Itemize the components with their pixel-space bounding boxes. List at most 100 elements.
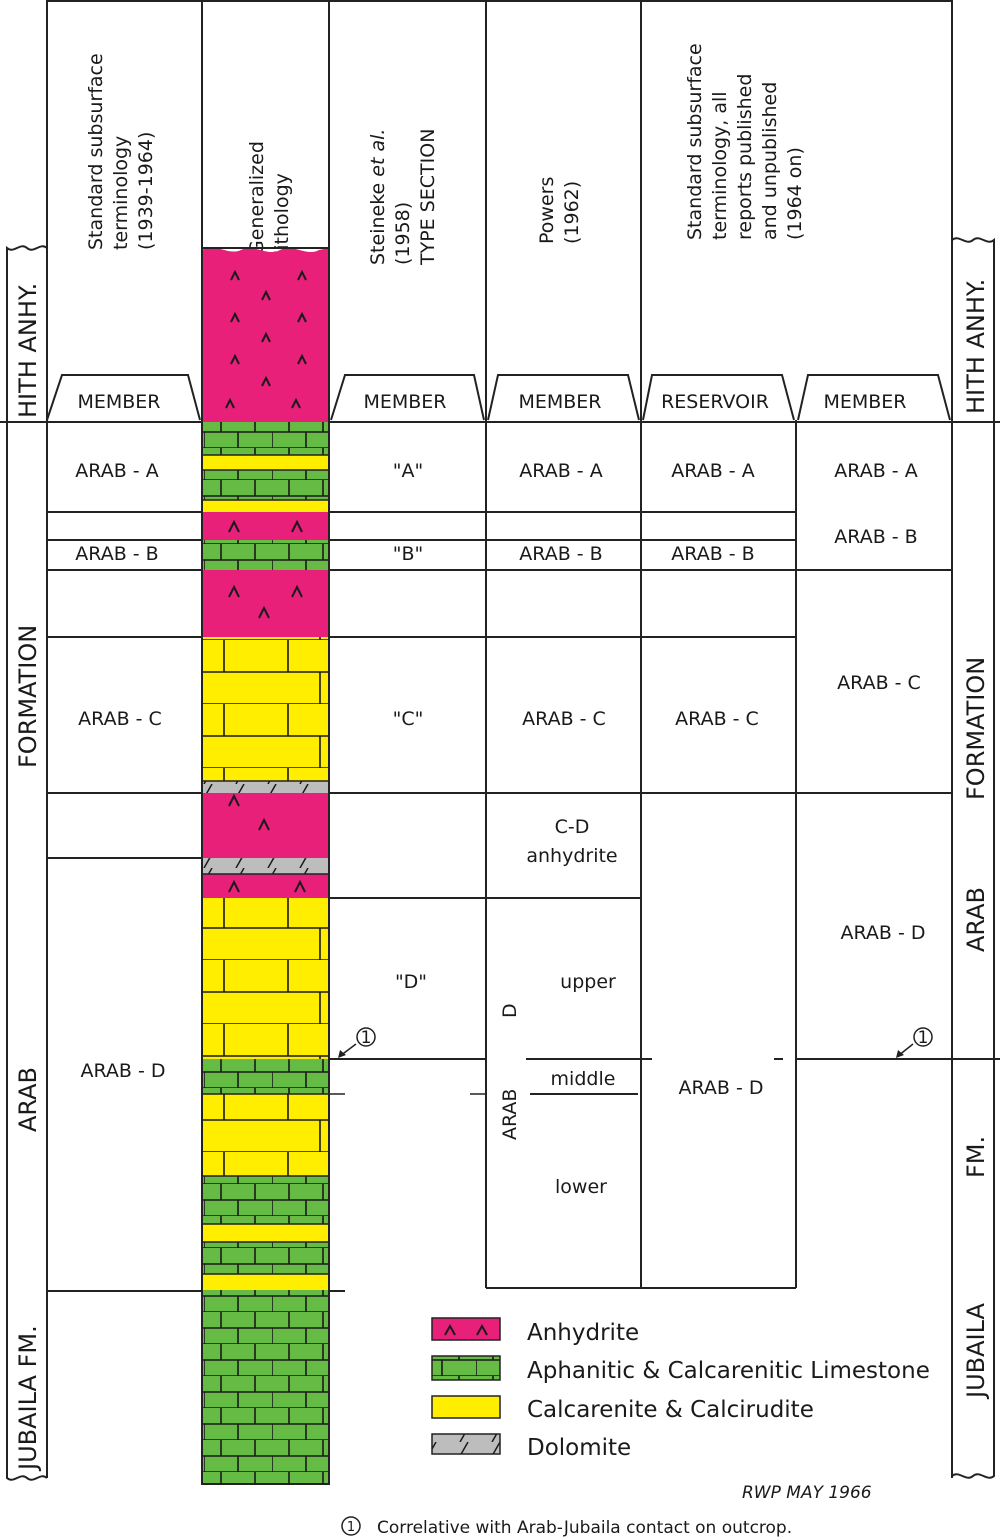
- c4-cd-line2: anhydrite: [526, 845, 617, 867]
- left-formation-label: FORMATION: [14, 625, 42, 768]
- header-col2-line1: Generalized: [246, 141, 268, 255]
- footnote-number: 1: [347, 1520, 355, 1535]
- legend-dolomite-label: Dolomite: [527, 1435, 631, 1461]
- c4-lower: lower: [555, 1176, 607, 1198]
- header-col1-line1: Standard subsurface: [85, 53, 107, 250]
- footnote: 1 Correlative with Arab-Jubaila contact …: [341, 1516, 792, 1538]
- right-fm-label: FM.: [962, 1136, 990, 1178]
- header-col2-line2: lithology: [271, 173, 293, 255]
- header-col3-line3: TYPE SECTION: [417, 129, 439, 266]
- side-bars: [6, 237, 995, 1481]
- header-col5-line4: and unpublished: [759, 82, 781, 240]
- c4-middle: middle: [551, 1068, 616, 1090]
- tab-col3: MEMBER: [363, 391, 446, 413]
- calcarenite-c: [202, 637, 329, 781]
- header-col4-line2: (1962): [561, 181, 583, 244]
- c5-arab-d: ARAB - D: [678, 1077, 763, 1099]
- left-hith-label: HITH ANHY.: [14, 283, 42, 418]
- c4-arab-c: ARAB - C: [522, 708, 606, 730]
- c6-arab-c: ARAB - C: [837, 672, 921, 694]
- header-col1: Standard subsurface terminology (1939-19…: [85, 53, 157, 250]
- header-col5-line3: reports published: [734, 74, 756, 240]
- anhydrite-b: [202, 512, 329, 540]
- anhydrite-carets: [225, 269, 307, 409]
- c3-b: "B": [393, 543, 424, 565]
- legend-anhydrite-label: Anhydrite: [527, 1320, 639, 1346]
- author-signature: RWP MAY 1966: [742, 1483, 872, 1503]
- right-arab-label: ARAB: [962, 887, 990, 952]
- header-col3-line1: Steineke et al.: [367, 129, 389, 265]
- calcarenite-d-lower: [202, 1094, 329, 1176]
- anhydrite-d: [202, 874, 329, 898]
- c4-arab-vertical: ARAB: [499, 1089, 521, 1140]
- tab-col6: MEMBER: [823, 391, 906, 413]
- c4-cd-line1: C-D: [555, 816, 590, 838]
- correlation-marker-right: 1: [896, 1027, 933, 1058]
- c3-c: "C": [393, 708, 424, 730]
- header-col1-line2: terminology: [110, 136, 132, 250]
- tab-shape-col6: [797, 374, 951, 421]
- c1-arab-c: ARAB - C: [78, 708, 162, 730]
- c4-d-vertical: D: [499, 1003, 521, 1018]
- calcarenite-d-band1: [202, 1224, 329, 1242]
- header-col1-line3: (1939-1964): [135, 132, 157, 250]
- legend-calcarenite-label: Calcarenite & Calcirudite: [527, 1397, 814, 1423]
- c5-arab-c: ARAB - C: [675, 708, 759, 730]
- header-col4: Powers (1962): [536, 177, 583, 244]
- lithology-column: [201, 247, 330, 1485]
- header-col2: Generalized lithology: [246, 141, 293, 255]
- c6-arab-d: ARAB - D: [840, 922, 925, 944]
- left-side-labels: HITH ANHY. FORMATION ARAB JUBAILA FM.: [14, 283, 42, 1472]
- tab-col5: RESERVOIR: [661, 391, 769, 413]
- column-dividers: [46, 0, 953, 1478]
- header-col5: Standard subsurface terminology, all rep…: [684, 43, 806, 240]
- tab-shape-col5: [642, 374, 795, 421]
- anhydrite-bc: [202, 570, 329, 637]
- tab-shape-col1: [46, 374, 201, 421]
- legend-item-dolomite: Dolomite: [431, 1433, 631, 1461]
- legend-item-calcarenite: Calcarenite & Calcirudite: [431, 1395, 814, 1423]
- right-formation-label: FORMATION: [962, 657, 990, 800]
- correlation-marker-left: 1: [338, 1027, 376, 1058]
- dolomite-cd: [202, 858, 329, 874]
- header-col3: Steineke et al. (1958) TYPE SECTION: [367, 129, 439, 266]
- column4-cells: ARAB - A ARAB - B ARAB - C C-D anhydrite…: [499, 460, 618, 1198]
- limestone-b: [202, 540, 329, 570]
- right-side-labels: HITH ANHY. FORMATION ARAB FM. JUBAILA: [962, 279, 990, 1400]
- c1-arab-a: ARAB - A: [75, 460, 158, 482]
- c5-arab-a: ARAB - A: [671, 460, 754, 482]
- right-hith-label: HITH ANHY.: [962, 279, 990, 414]
- legend-item-limestone: Aphanitic & Calcarenitic Limestone: [431, 1355, 930, 1384]
- legend: Anhydrite Aphanitic & Calcarenitic Limes…: [431, 1317, 930, 1461]
- limestone-jubaila: [202, 1291, 329, 1484]
- header-tabs: MEMBER MEMBER MEMBER RESERVOIR MEMBER: [46, 374, 951, 421]
- c4-arab-b: ARAB - B: [519, 543, 602, 565]
- tab-shape-col3: [330, 374, 485, 421]
- c3-d: "D": [395, 971, 427, 993]
- legend-item-anhydrite: Anhydrite: [431, 1317, 639, 1346]
- header-col5-line5: (1964 on): [784, 147, 806, 240]
- tab-shape-col4: [487, 374, 640, 421]
- tab-col1: MEMBER: [77, 391, 160, 413]
- calcarenite-d-upper: [202, 898, 329, 1059]
- header-col5-line1: Standard subsurface: [684, 43, 706, 240]
- dolomite-c: [202, 781, 329, 793]
- marker-left-number: 1: [361, 1028, 372, 1048]
- right-jubaila-label: JUBAILA: [962, 1302, 990, 1400]
- tab-col4: MEMBER: [518, 391, 601, 413]
- lithology-outline: [201, 247, 330, 1485]
- c1-arab-d: ARAB - D: [80, 1060, 165, 1082]
- column5-cells: ARAB - A ARAB - B ARAB - C ARAB - D: [671, 460, 763, 1099]
- header-col3-line2: (1958): [392, 202, 414, 265]
- c6-arab-a: ARAB - A: [834, 460, 917, 482]
- anhydrite-cd: [202, 793, 329, 858]
- c1-arab-b: ARAB - B: [75, 543, 158, 565]
- column6-cells: ARAB - A ARAB - B ARAB - C ARAB - D: [834, 460, 925, 944]
- anhydrite-carets-bold: [228, 519, 306, 893]
- column1-cells: ARAB - A ARAB - B ARAB - C ARAB - D: [75, 460, 165, 1082]
- left-arab-label: ARAB: [14, 1067, 42, 1132]
- legend-limestone-label: Aphanitic & Calcarenitic Limestone: [527, 1358, 930, 1384]
- marker-right-number: 1: [918, 1028, 929, 1048]
- c4-upper: upper: [560, 971, 616, 993]
